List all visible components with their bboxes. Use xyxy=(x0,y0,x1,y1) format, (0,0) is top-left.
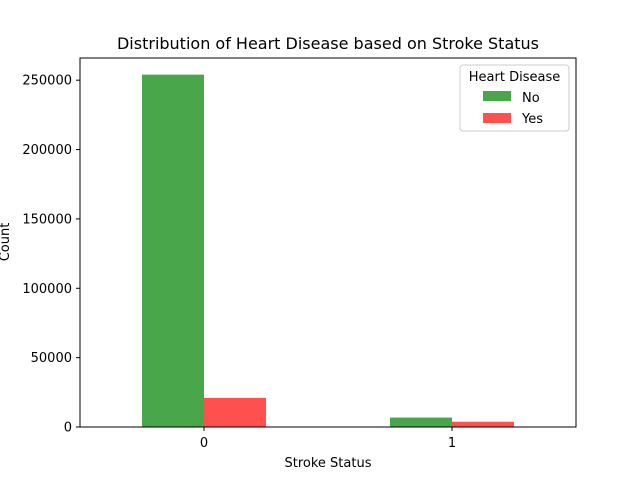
legend-swatch-no xyxy=(483,91,511,101)
bar-yes-stroke-1 xyxy=(452,421,514,427)
y-tick-label: 100000 xyxy=(22,282,72,297)
y-axis-label: Count xyxy=(0,223,13,262)
y-tick-label: 150000 xyxy=(22,212,72,227)
y-tick-label: 50000 xyxy=(31,351,72,366)
legend-label-no: No xyxy=(522,91,540,106)
bar-no-stroke-1 xyxy=(390,417,452,427)
y-axis-ticks: 0 50000 100000 150000 200000 250000 xyxy=(22,74,80,436)
bars-layer xyxy=(142,74,514,428)
plot-frame xyxy=(79,57,577,428)
bar-yes-stroke-0 xyxy=(204,397,266,427)
x-tick-label: 0 xyxy=(200,436,208,451)
legend: Heart Disease No Yes xyxy=(459,64,570,132)
legend-title: Heart Disease xyxy=(469,70,560,85)
legend-swatch-yes xyxy=(483,113,511,123)
y-tick-label: 0 xyxy=(64,421,72,436)
y-tick-label: 250000 xyxy=(22,74,72,89)
bar-no-stroke-0 xyxy=(142,74,204,428)
chart-title: Distribution of Heart Disease based on S… xyxy=(117,34,539,53)
x-axis-label: Stroke Status xyxy=(285,456,372,471)
legend-label-yes: Yes xyxy=(521,112,543,127)
y-tick-label: 200000 xyxy=(22,143,72,158)
x-tick-label: 1 xyxy=(448,436,456,451)
